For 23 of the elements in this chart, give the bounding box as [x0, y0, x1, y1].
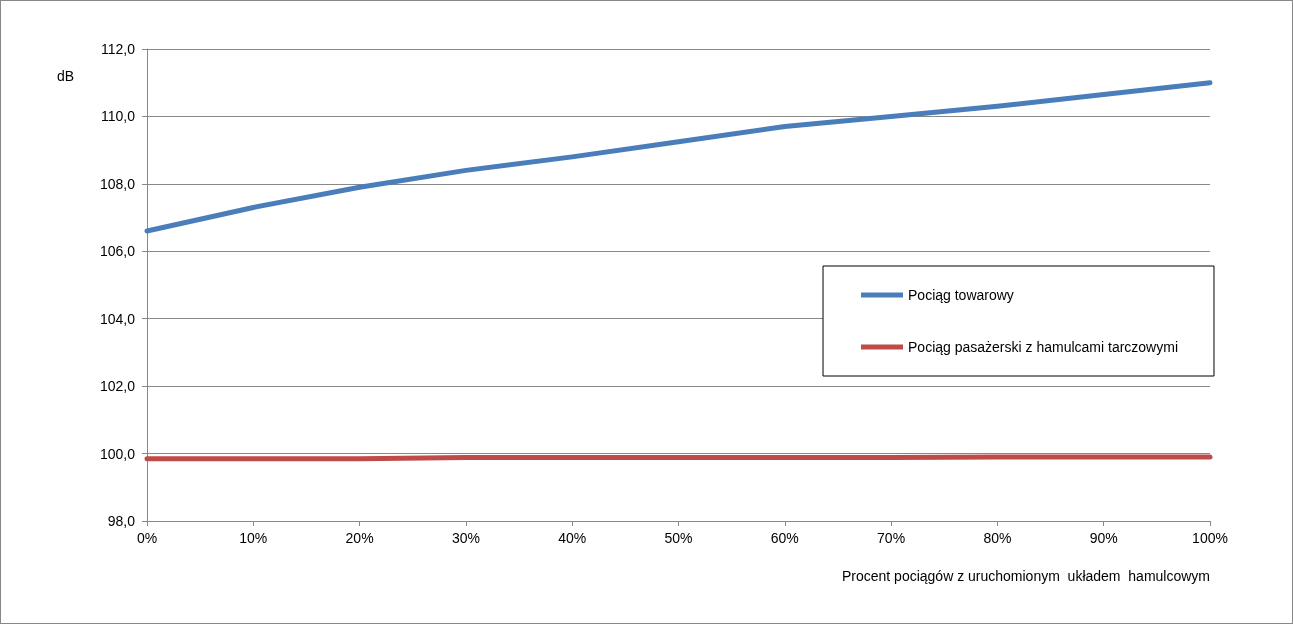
y-tick-label: 106,0: [99, 243, 136, 260]
y-tick-label: 104,0: [99, 310, 136, 327]
x-tick-label: 60%: [770, 530, 799, 546]
x-axis-title: Procent pociągów z uruchomionym układem hamulcowym: [841, 568, 1210, 584]
x-tick-label: 80%: [983, 530, 1012, 546]
y-tick-label: 100,0: [99, 445, 136, 462]
y-tick-label: 112,0: [101, 41, 136, 57]
y-tick-label: 102,0: [99, 378, 136, 395]
x-tick-label: 100%: [1192, 530, 1228, 546]
x-tick-label: 10%: [239, 530, 268, 546]
x-tick-label: 40%: [558, 530, 587, 546]
y-tick-label: 98,0: [107, 513, 136, 529]
x-tick-label: 50%: [664, 530, 693, 546]
x-tick-label: 0%: [136, 530, 158, 546]
x-tick-label: 30%: [451, 530, 480, 546]
legend-label: Pociąg pasażerski z hamulcami tarczowymi: [908, 339, 1179, 355]
y-tick-label: 108,0: [99, 175, 136, 192]
y-axis-title: dB: [57, 68, 75, 84]
x-tick-label: 90%: [1089, 530, 1118, 546]
x-tick-label: 70%: [877, 530, 906, 546]
x-tick-label: 20%: [345, 530, 374, 546]
y-tick-label: 110,0: [101, 108, 136, 125]
legend-label: Pociąg towarowy: [908, 287, 1014, 303]
